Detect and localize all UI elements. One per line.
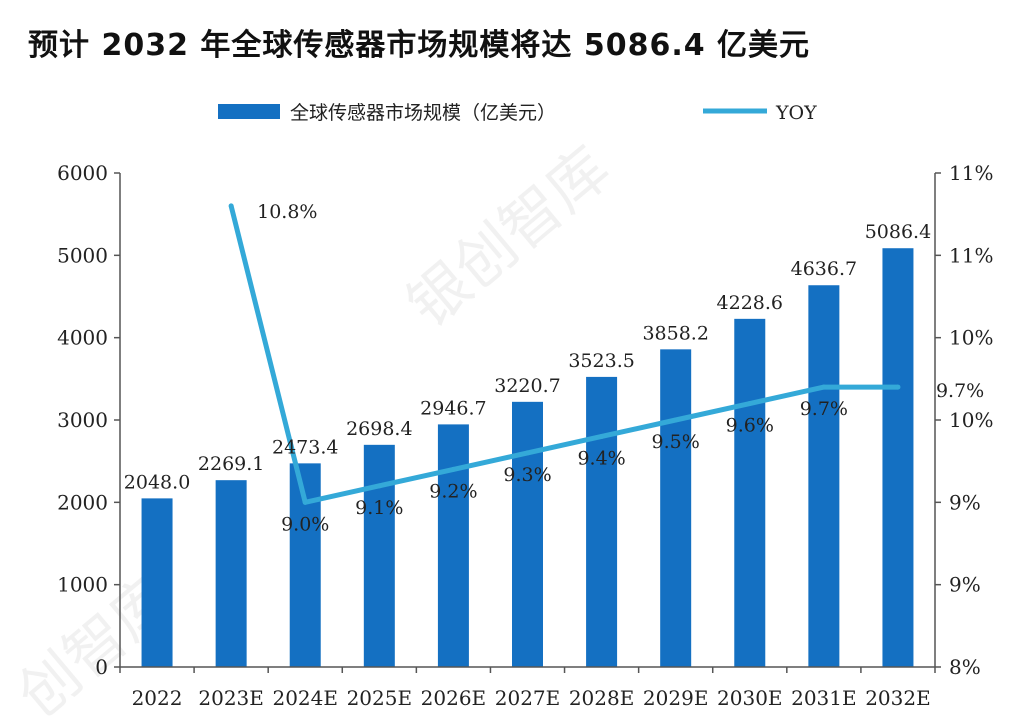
bar-value-label: 4228.6 bbox=[717, 292, 783, 314]
yoy-value-label: 9.7% bbox=[800, 398, 848, 420]
bar-2032E bbox=[882, 248, 914, 667]
y-left-tick-label: 5000 bbox=[57, 243, 108, 267]
bar-2028E bbox=[586, 376, 618, 667]
x-tick-label: 2026E bbox=[421, 686, 487, 710]
yoy-point bbox=[302, 499, 308, 505]
bar-value-label: 2698.4 bbox=[346, 418, 412, 440]
y-left-tick-label: 4000 bbox=[57, 326, 108, 350]
yoy-value-label: 9.4% bbox=[577, 447, 625, 469]
bar-value-label: 3858.2 bbox=[642, 322, 708, 344]
yoy-point bbox=[525, 450, 530, 456]
x-tick-label: 2028E bbox=[569, 686, 635, 710]
yoy-point bbox=[228, 203, 234, 209]
x-tick-label: 2027E bbox=[495, 686, 561, 710]
x-tick-label: 2029E bbox=[643, 686, 709, 710]
y-left-tick-label: 6000 bbox=[57, 161, 108, 185]
y-right-tick-label: 9% bbox=[949, 573, 981, 597]
bar-2023E bbox=[215, 480, 247, 667]
yoy-point bbox=[821, 384, 827, 390]
y-right-tick-label: 11% bbox=[949, 243, 993, 267]
y-left-tick-label: 1000 bbox=[57, 573, 108, 597]
bars bbox=[141, 248, 914, 667]
bar-value-label: 2269.1 bbox=[198, 453, 264, 475]
y-left-tick-label: 0 bbox=[95, 655, 108, 679]
bar-2025E bbox=[363, 444, 395, 667]
chart-title: 预计 2032 年全球传感器市场规模将达 5086.4 亿美元 bbox=[28, 28, 811, 63]
y-right-tick-label: 11% bbox=[949, 161, 993, 185]
legend-label-line: YOY bbox=[775, 102, 817, 124]
bar-2026E bbox=[437, 424, 469, 667]
y-right-tick-label: 8% bbox=[949, 655, 981, 679]
y-right-tick-label: 9% bbox=[949, 490, 981, 514]
watermark-text: 银创智库 bbox=[395, 134, 624, 342]
bar-2029E bbox=[660, 349, 692, 667]
y-right-tick-label: 10% bbox=[949, 326, 993, 350]
yoy-point bbox=[895, 384, 901, 390]
bar-value-label: 4636.7 bbox=[791, 258, 857, 280]
yoy-value-label: 10.8% bbox=[257, 201, 317, 223]
yoy-line bbox=[228, 203, 901, 505]
legend-label-bar: 全球传感器市场规模（亿美元） bbox=[290, 102, 556, 124]
yoy-value-label: 9.0% bbox=[281, 513, 329, 535]
yoy-value-label: 9.6% bbox=[726, 415, 774, 437]
axes: 0 1000 2000 3000 4000 5000 6000 8% 9% 9% 10% 10% 11%… bbox=[57, 161, 993, 710]
yoy-value-label: 9.1% bbox=[355, 497, 403, 519]
yoy-point bbox=[376, 483, 382, 489]
y-left-tick-label: 3000 bbox=[57, 408, 108, 432]
data-labels: 2048.0 2269.1 2473.4 2698.4 2946.7 3220.7 3523… bbox=[124, 201, 984, 535]
yoy-point bbox=[599, 433, 605, 439]
bar-value-label: 3220.7 bbox=[494, 375, 560, 397]
yoy-value-label: 9.3% bbox=[503, 464, 551, 486]
bar-2022 bbox=[141, 498, 173, 667]
x-tick-label: 2023E bbox=[198, 686, 264, 710]
bar-2027E bbox=[512, 401, 543, 667]
yoy-point bbox=[673, 417, 679, 423]
yoy-point bbox=[450, 466, 456, 472]
yoy-value-label: 9.7% bbox=[936, 380, 984, 402]
y-right-tick-label: 10% bbox=[949, 408, 993, 432]
x-tick-label: 2032E bbox=[865, 686, 931, 710]
yoy-point bbox=[747, 401, 753, 407]
bar-value-label: 3523.5 bbox=[568, 350, 634, 372]
yoy-series-line bbox=[228, 205, 898, 505]
bar-value-label: 2473.4 bbox=[272, 436, 338, 458]
x-tick-label: 2024E bbox=[272, 686, 338, 710]
bar-value-label: 2946.7 bbox=[420, 397, 486, 419]
x-tick-label: 2025E bbox=[347, 686, 413, 710]
bar-2030E bbox=[734, 318, 766, 667]
bar-2031E bbox=[808, 285, 840, 667]
legend: 全球传感器市场规模（亿美元） YOY bbox=[218, 102, 817, 124]
x-tick-label: 2031E bbox=[791, 686, 857, 710]
yoy-value-label: 9.2% bbox=[429, 480, 477, 502]
x-tick-label: 2030E bbox=[717, 686, 783, 710]
bar-value-label: 5086.4 bbox=[865, 221, 931, 243]
y-left-tick-label: 2000 bbox=[57, 490, 108, 514]
bar-value-label: 2048.0 bbox=[124, 471, 190, 493]
x-tick-label: 2022 bbox=[132, 686, 183, 710]
yoy-value-label: 9.5% bbox=[652, 431, 700, 453]
legend-swatch-bar bbox=[218, 104, 280, 119]
